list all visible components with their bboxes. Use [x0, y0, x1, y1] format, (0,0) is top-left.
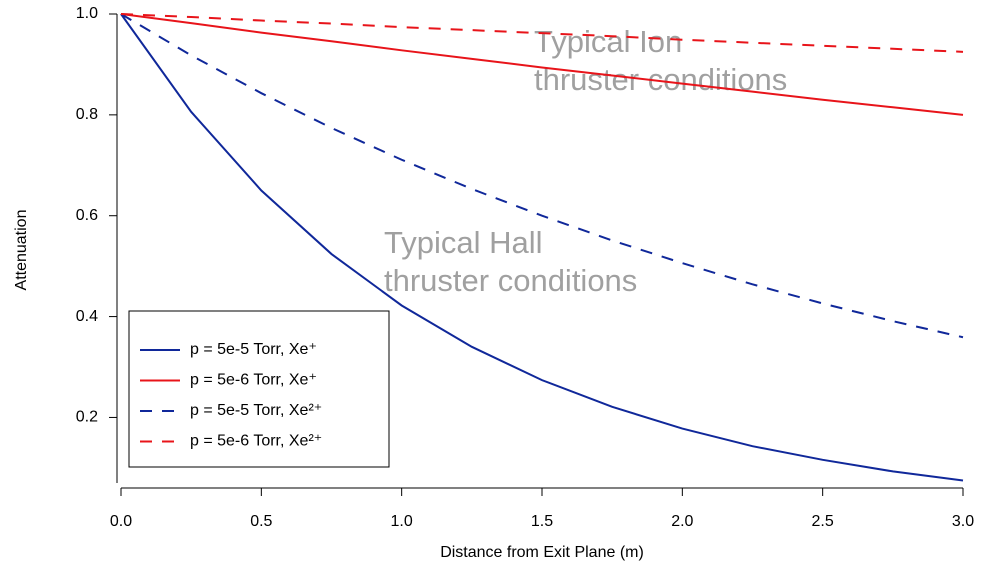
data-line [120, 13, 964, 482]
y-tick-label: 1.0 [76, 5, 98, 22]
legend-label: p = 5e-5 Torr, Xe²⁺ [190, 402, 322, 419]
legend-label: p = 5e-5 Torr, Xe⁺ [190, 341, 317, 358]
y-axis-label: Attenuation [13, 210, 30, 291]
x-tick-label: 0.0 [110, 513, 132, 530]
x-tick-label: 2.5 [812, 513, 834, 530]
x-tick-label: 3.0 [952, 513, 974, 530]
y-tick-label: 0.8 [76, 106, 98, 123]
y-tick-label: 0.4 [76, 308, 98, 325]
annotation: thruster conditions [384, 263, 637, 298]
y-tick-label: 0.6 [76, 207, 98, 224]
data-line [120, 13, 964, 339]
annotation: Typical Hall [384, 225, 543, 260]
legend-label: p = 5e-6 Torr, Xe⁺ [190, 372, 317, 389]
legend-label: p = 5e-6 Torr, Xe²⁺ [190, 433, 322, 450]
x-tick-label: 0.5 [250, 513, 272, 530]
x-tick-label: 1.0 [391, 513, 413, 530]
x-tick-label: 2.0 [671, 513, 693, 530]
x-axis-label: Distance from Exit Plane (m) [440, 544, 644, 561]
y-tick-label: 0.2 [76, 409, 98, 426]
data-line [120, 13, 964, 53]
x-tick-label: 1.5 [531, 513, 553, 530]
annotation: Typical Ion [534, 24, 682, 59]
data-line [120, 13, 964, 116]
